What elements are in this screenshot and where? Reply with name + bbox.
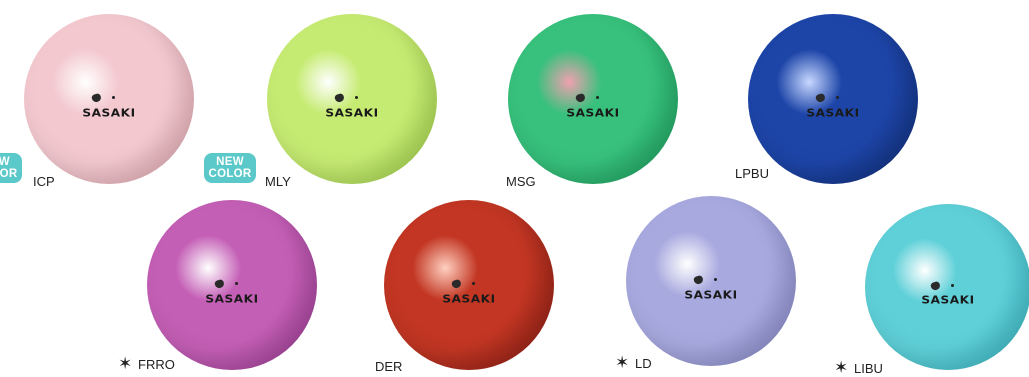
logo-dot [836, 95, 840, 99]
ball-logo: SASAKI [325, 106, 379, 120]
ball-label-libu: LIBU [854, 361, 883, 376]
ball-logo: SASAKI [921, 293, 975, 307]
logo-dot [951, 283, 955, 287]
ball-libu: SASAKI [865, 204, 1029, 370]
badge-line-1: NEW [216, 156, 244, 168]
badge-line-2: COLOR [208, 168, 252, 180]
ball-msg: SASAKI [508, 14, 678, 184]
ball-lpbu: SASAKI [748, 14, 918, 184]
ball-der: SASAKI [384, 200, 554, 370]
ball-label-mly: MLY [265, 174, 291, 189]
ball-logo: SASAKI [684, 288, 738, 302]
logo-dot [355, 95, 359, 99]
ball-icp: SASAKI [24, 14, 194, 184]
ball-label-msg: MSG [506, 174, 536, 189]
logo-mark-icon [450, 278, 463, 290]
ball-logo: SASAKI [566, 106, 620, 120]
logo-mark-icon [692, 274, 705, 286]
ball-label-der: DER [375, 359, 403, 374]
new-color-badge: NEW COLOR [204, 153, 256, 183]
ball-label-ld: LD [635, 356, 652, 371]
logo-dot [112, 95, 116, 99]
ball-logo: SASAKI [442, 292, 496, 306]
badge-line-1: NEW [0, 156, 10, 168]
ball-mly: SASAKI [267, 14, 437, 184]
ball-logo: SASAKI [205, 292, 259, 306]
logo-mark-icon [333, 92, 346, 104]
ball-label-lpbu: LPBU [735, 166, 769, 181]
logo-mark-icon [574, 92, 587, 104]
logo-dot [714, 277, 718, 281]
ball-ld: SASAKI [626, 196, 796, 366]
logo-mark-icon [930, 280, 942, 292]
logo-dot [235, 281, 239, 285]
logo-dot [472, 281, 476, 285]
star-icon: ✶ [118, 354, 133, 373]
ball-frro: SASAKI [147, 200, 317, 370]
new-color-badge: NEW COLOR [0, 153, 22, 183]
ball-logo: SASAKI [806, 106, 860, 120]
logo-mark-icon [90, 92, 103, 104]
ball-label-frro: FRRO [138, 357, 175, 372]
star-icon: ✶ [615, 353, 630, 372]
logo-mark-icon [213, 278, 226, 290]
logo-mark-icon [814, 92, 827, 104]
logo-dot [596, 95, 600, 99]
ball-logo: SASAKI [82, 106, 136, 120]
ball-label-icp: ICP [33, 174, 55, 189]
star-icon: ✶ [834, 358, 849, 377]
badge-line-2: COLOR [0, 168, 18, 180]
